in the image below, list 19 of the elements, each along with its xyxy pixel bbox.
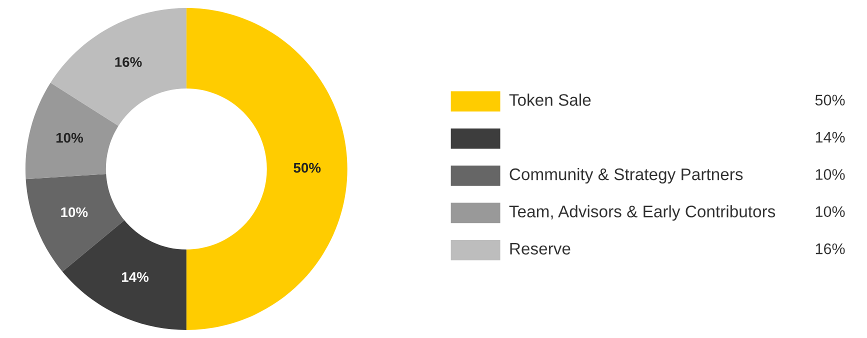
legend-label: Reserve xyxy=(510,242,570,255)
text: 16% xyxy=(816,243,845,254)
text: 50% xyxy=(815,94,845,106)
text: 14% xyxy=(816,132,845,143)
data-label: 10% xyxy=(56,132,84,143)
text: 10% xyxy=(816,206,845,218)
data-label: 16% xyxy=(115,57,142,67)
data-label: 14% xyxy=(122,272,149,282)
donut-slice xyxy=(186,8,348,330)
legend-label: Community & Strategy Partners xyxy=(510,168,743,184)
donut-slice xyxy=(25,82,118,180)
legend-label: Token Sale xyxy=(509,94,591,106)
legend-label: Team, Advisors & Early Contributors xyxy=(509,205,776,221)
text: 10% xyxy=(816,169,845,180)
donut-slice xyxy=(26,174,124,272)
donut-slice xyxy=(50,8,186,126)
data-label: 10% xyxy=(61,207,88,218)
donut-slice xyxy=(62,220,186,330)
data-label: 50% xyxy=(294,162,321,173)
